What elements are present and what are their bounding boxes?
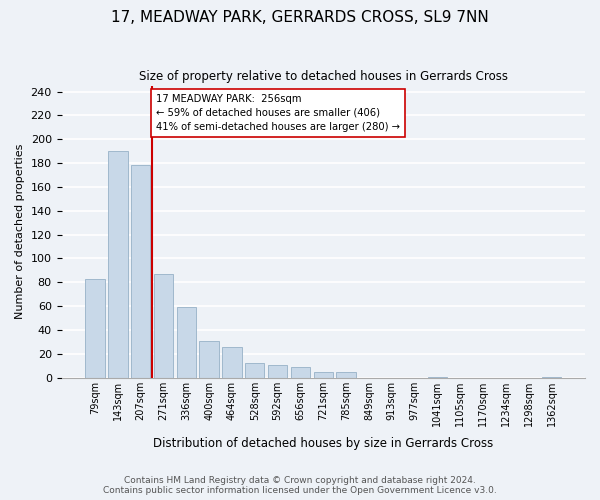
Text: 17, MEADWAY PARK, GERRARDS CROSS, SL9 7NN: 17, MEADWAY PARK, GERRARDS CROSS, SL9 7N…: [111, 10, 489, 25]
Bar: [291, 367, 310, 378]
Bar: [222, 346, 242, 378]
Bar: [542, 376, 561, 378]
Bar: [131, 166, 151, 378]
Bar: [176, 308, 196, 378]
Bar: [428, 376, 447, 378]
Bar: [337, 372, 356, 378]
Bar: [268, 364, 287, 378]
Bar: [245, 364, 265, 378]
Bar: [85, 279, 105, 378]
Text: 17 MEADWAY PARK:  256sqm
← 59% of detached houses are smaller (406)
41% of semi-: 17 MEADWAY PARK: 256sqm ← 59% of detache…: [155, 94, 400, 132]
Bar: [154, 274, 173, 378]
Y-axis label: Number of detached properties: Number of detached properties: [15, 144, 25, 320]
Bar: [199, 341, 219, 378]
X-axis label: Distribution of detached houses by size in Gerrards Cross: Distribution of detached houses by size …: [153, 437, 493, 450]
Bar: [314, 372, 333, 378]
Bar: [108, 151, 128, 378]
Title: Size of property relative to detached houses in Gerrards Cross: Size of property relative to detached ho…: [139, 70, 508, 83]
Text: Contains HM Land Registry data © Crown copyright and database right 2024.
Contai: Contains HM Land Registry data © Crown c…: [103, 476, 497, 495]
